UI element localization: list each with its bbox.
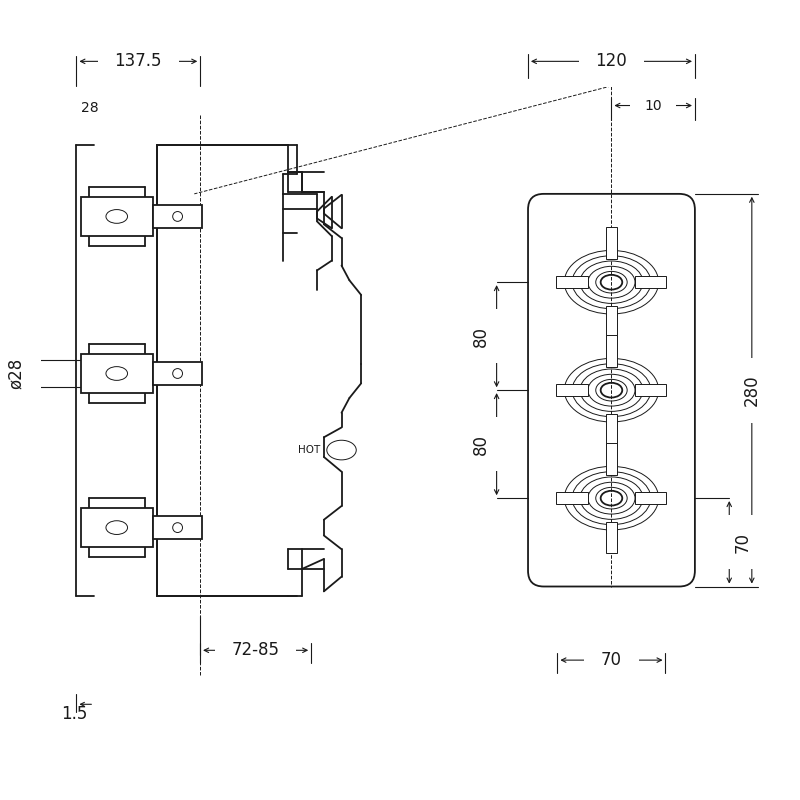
Text: 28: 28 [82,102,99,115]
Text: 10: 10 [644,98,662,113]
Bar [557,384,588,396]
Text: 137.5: 137.5 [114,52,162,70]
Bar [635,276,666,288]
Text: 1.5: 1.5 [62,705,88,723]
FancyBboxPatch shape [528,194,695,586]
Bar [606,522,618,553]
Bar [82,508,153,547]
Text: 72-85: 72-85 [232,642,280,659]
Bar [606,414,618,445]
Text: 280: 280 [743,374,761,406]
Bar [82,197,153,236]
Bar [606,306,618,337]
Bar [606,335,618,366]
Bar [153,362,202,386]
Text: ø28: ø28 [6,358,25,389]
Bar [153,205,202,228]
Text: 70: 70 [734,532,752,553]
Bar [635,384,666,396]
Text: 80: 80 [472,434,490,454]
Text: HOT: HOT [298,445,320,455]
Text: 80: 80 [472,326,490,346]
Bar [557,276,588,288]
Bar [557,492,588,504]
Bar [635,492,666,504]
Text: 120: 120 [595,52,627,70]
Bar [606,227,618,258]
Bar [153,516,202,539]
Text: 70: 70 [601,651,622,669]
Bar [606,443,618,474]
Bar [82,354,153,393]
